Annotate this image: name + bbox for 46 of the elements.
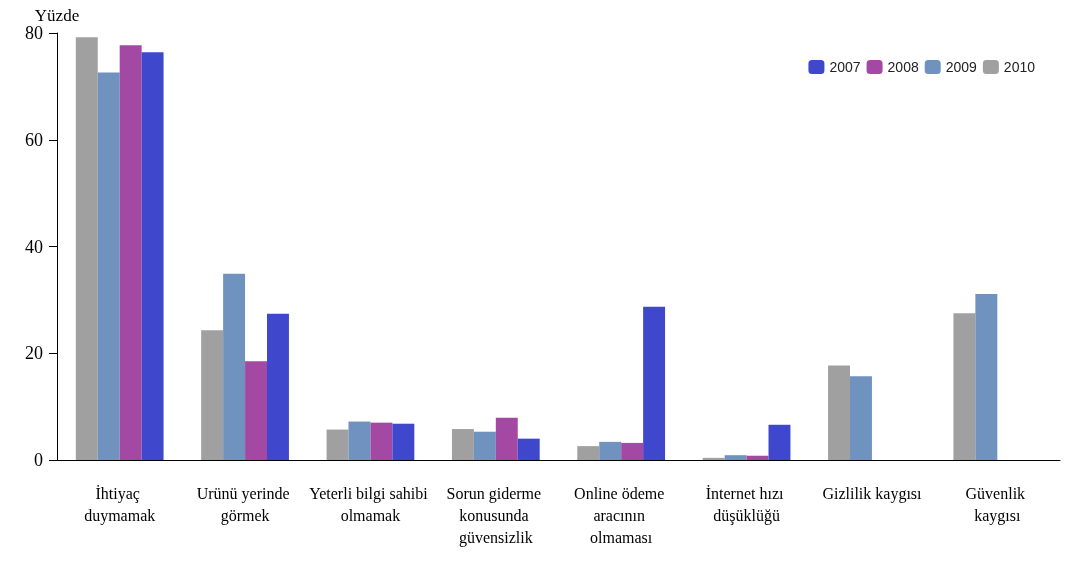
- bar: [267, 313, 289, 460]
- x-tick-label: Sorun giderme konusunda güvensizlik: [446, 484, 546, 547]
- bar: [768, 424, 791, 460]
- y-tick-label: 20: [25, 343, 43, 364]
- bar: [746, 455, 769, 460]
- y-tick-label: 60: [25, 129, 43, 150]
- bar: [223, 273, 246, 460]
- y-tick-label: 80: [25, 23, 43, 43]
- y-axis-title: Yüzde: [34, 6, 80, 26]
- legend-label: 2010: [1003, 59, 1036, 75]
- bar: [643, 306, 666, 460]
- x-tick-label: İnternet hızı düşüklüğü: [705, 484, 788, 525]
- bar: [75, 37, 98, 460]
- bar: [828, 365, 850, 460]
- bar: [724, 455, 747, 460]
- bar: [473, 431, 496, 460]
- bar: [953, 313, 976, 460]
- bar: [392, 423, 415, 460]
- bar: [97, 72, 120, 460]
- x-tick-label: Online ödeme aracının olmaması: [574, 484, 669, 546]
- bar: [702, 457, 725, 460]
- bar: [201, 330, 224, 460]
- y-tick-label: 0: [34, 450, 43, 470]
- x-tick-label: Güvenlik kaygısı: [965, 484, 1030, 525]
- x-tick-label: Gizlilik kaygısı: [822, 484, 923, 503]
- x-tick-label: Yeterli bilgi sahibi olmamak: [309, 484, 432, 524]
- bar: [245, 361, 267, 460]
- bar: [577, 446, 600, 460]
- bar: [119, 45, 142, 460]
- bar: [517, 438, 540, 460]
- bar: [495, 417, 518, 460]
- x-tick-label: İhtiyaç duymamak: [84, 484, 156, 525]
- bar: [599, 441, 622, 460]
- bar: [141, 52, 164, 460]
- bar: [348, 421, 371, 460]
- bar: [451, 429, 474, 460]
- bar: [370, 422, 393, 460]
- legend-label: 2009: [945, 59, 978, 75]
- bar: [326, 429, 349, 460]
- bar: [621, 442, 644, 460]
- bar: [850, 376, 872, 460]
- legend-label: 2007: [829, 59, 861, 75]
- bar: [975, 294, 998, 460]
- legend-label: 2008: [887, 59, 919, 75]
- x-tick-label: Urünü yerinde görmek: [196, 484, 294, 525]
- y-tick-label: 40: [25, 236, 43, 257]
